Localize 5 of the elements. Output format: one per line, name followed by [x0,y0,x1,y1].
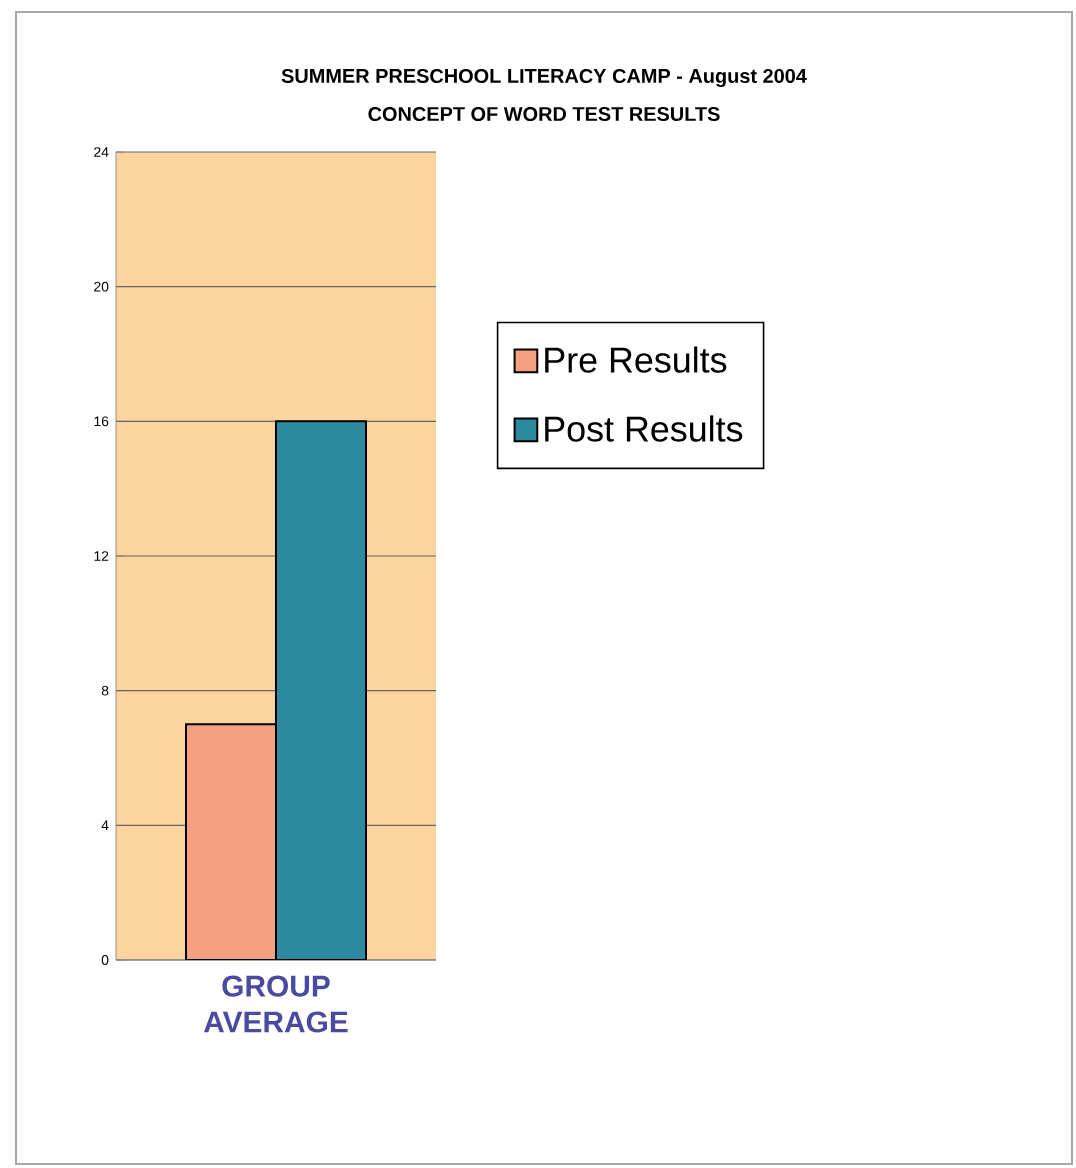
legend-label: Pre Results [545,346,727,373]
x-tick-label: GROUP AVERAGE [203,975,348,1033]
text: CONCEPT OF WORD TEST RESULTS [368,106,720,122]
legend-label: Post Results [545,415,743,442]
text: SUMMER PRESCHOOL LITERACY CAMP - August 2004 [281,68,807,88]
